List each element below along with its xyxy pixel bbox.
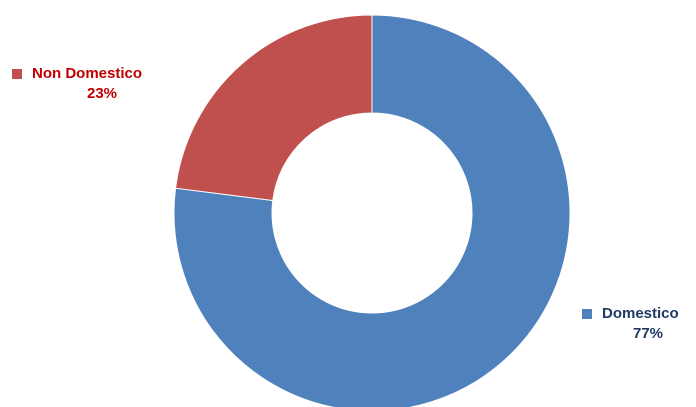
data-label-value-domestico: 77%: [632, 325, 664, 342]
data-label-domestico: Domestico 77%: [582, 304, 694, 344]
legend-swatch-domestico: [582, 309, 592, 319]
legend-swatch-non-domestico: [12, 69, 22, 79]
slice-non-domestico: [175, 14, 373, 202]
data-label-non-domestico: Non Domestico 23%: [12, 64, 172, 104]
doughnut-slices: [173, 14, 571, 407]
slice-domestico: [173, 14, 571, 407]
data-label-name-domestico: Domestico: [602, 305, 679, 322]
data-label-name-non-domestico: Non Domestico: [32, 65, 143, 82]
data-label-value-non-domestico: 23%: [86, 85, 118, 102]
